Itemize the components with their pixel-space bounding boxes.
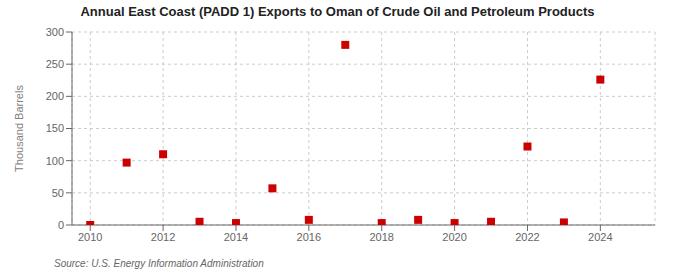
svg-text:2014: 2014: [224, 231, 248, 243]
html-text:Source: U.S. Energy Informatio: Source: U.S. Energy Information Administ…: [54, 258, 264, 269]
svg-text:2018: 2018: [369, 231, 393, 243]
svg-text:100: 100: [46, 155, 64, 167]
svg-text:2010: 2010: [78, 231, 102, 243]
svg-text:2020: 2020: [442, 231, 466, 243]
svg-text:2024: 2024: [588, 231, 612, 243]
svg-text:150: 150: [46, 122, 64, 134]
svg-text:50: 50: [52, 187, 64, 199]
svg-text:2016: 2016: [297, 231, 321, 243]
html-text:Annual East Coast (PADD 1) Exp: Annual East Coast (PADD 1) Exports to Om…: [80, 4, 595, 19]
svg-text:250: 250: [46, 58, 64, 70]
svg-text:300: 300: [46, 26, 64, 38]
svg-text:2022: 2022: [515, 231, 539, 243]
svg-text:200: 200: [46, 90, 64, 102]
svg-text:2012: 2012: [151, 231, 175, 243]
svg-text:Thousand Barrels: Thousand Barrels: [13, 85, 25, 172]
svg-text:0: 0: [58, 219, 64, 231]
